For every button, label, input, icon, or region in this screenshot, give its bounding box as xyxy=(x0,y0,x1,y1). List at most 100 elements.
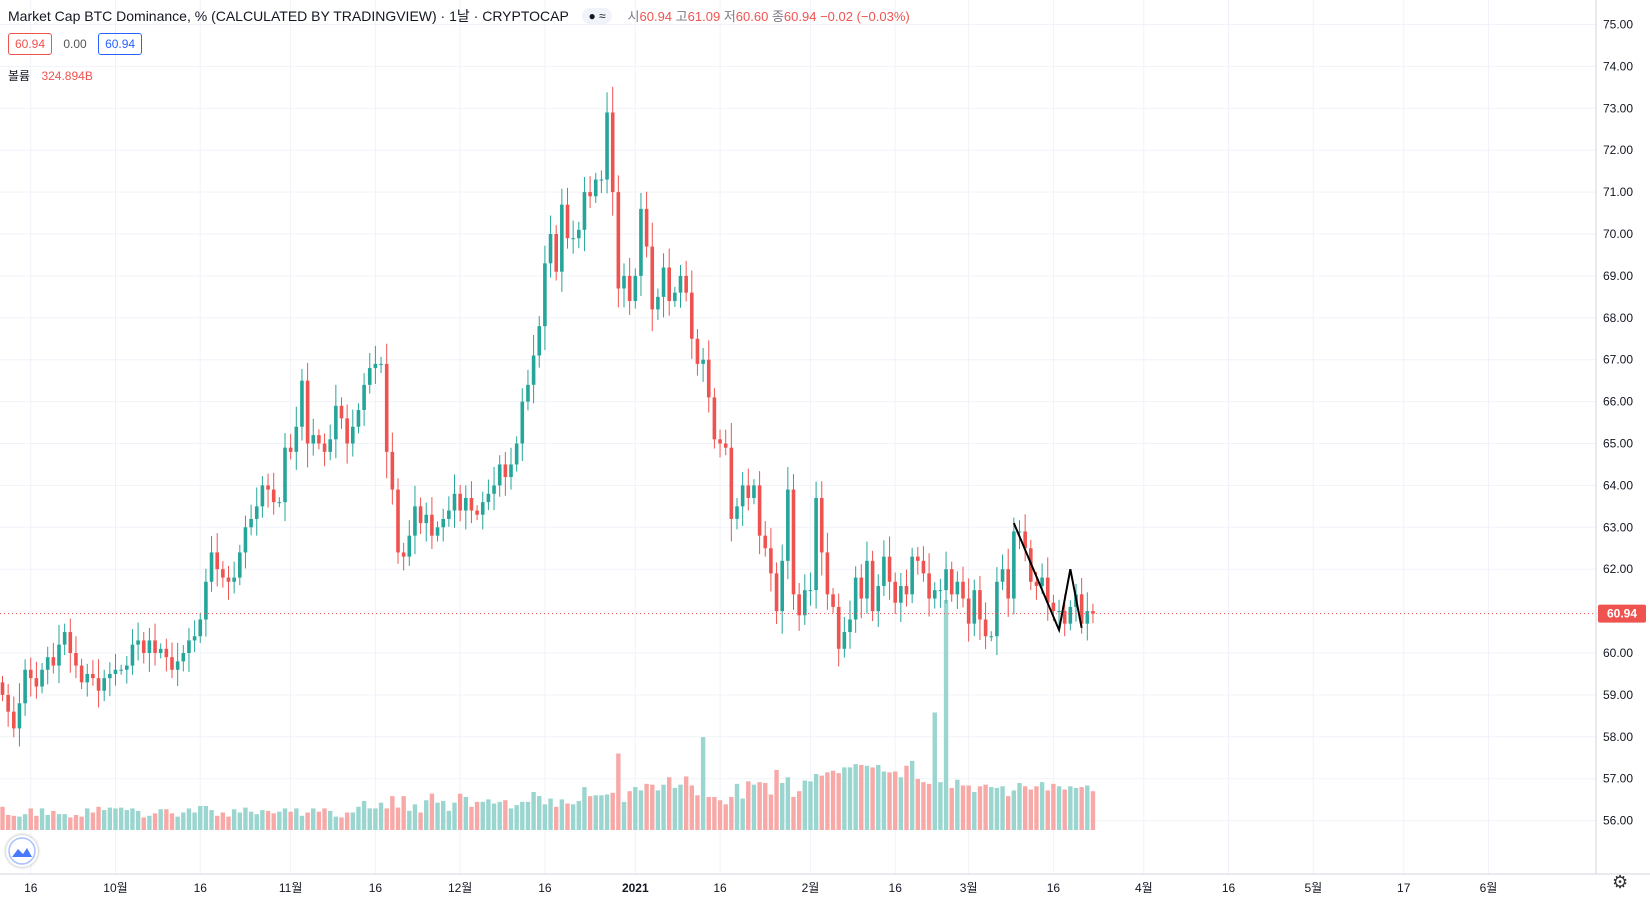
volume-bar xyxy=(780,783,785,830)
candle-body xyxy=(91,673,95,679)
volume-bar xyxy=(599,795,604,830)
volume-bar xyxy=(390,796,395,830)
candle-body xyxy=(147,640,152,653)
candle-body xyxy=(887,556,892,582)
price-tick-label: 72.00 xyxy=(1603,143,1633,157)
volume-bar xyxy=(830,770,836,830)
volume-bar xyxy=(774,769,779,830)
volume-bar xyxy=(85,808,90,830)
candle-body xyxy=(916,556,920,561)
candle-body xyxy=(735,506,739,519)
sell-button[interactable]: 60.94 xyxy=(8,33,53,55)
volume-bar xyxy=(192,812,197,830)
volume-bar xyxy=(503,800,508,830)
candle-body xyxy=(899,585,903,603)
candle-body xyxy=(554,234,558,272)
candle-body xyxy=(927,573,931,599)
candle-body xyxy=(328,439,332,452)
volume-bar xyxy=(203,805,209,830)
volume-bar xyxy=(497,801,502,830)
status-toggle-icon[interactable]: ● ≈ xyxy=(582,8,612,24)
volume-bar xyxy=(113,808,118,830)
price-axis[interactable]: 56.0057.0058.0059.0060.0061.0062.0063.00… xyxy=(1603,18,1633,828)
price-tick-label: 65.00 xyxy=(1603,437,1633,451)
volume-bar xyxy=(926,783,932,830)
last-price-label: 60.94 xyxy=(1607,607,1637,621)
volume-bar xyxy=(1085,785,1090,830)
volume-bar xyxy=(316,811,322,830)
candle-body xyxy=(266,485,270,490)
volume-bar xyxy=(531,792,536,830)
candle-body xyxy=(209,552,214,582)
symbol-legend[interactable]: Market Cap BTC Dominance, % (CALCULATED … xyxy=(8,6,910,26)
volume-bar xyxy=(672,787,678,830)
candle-body xyxy=(780,560,784,612)
candle-body xyxy=(413,506,417,536)
candle-body xyxy=(0,682,5,695)
tradingview-logo-icon[interactable] xyxy=(6,835,38,867)
candle-body xyxy=(774,573,779,612)
volume-bar xyxy=(356,806,361,830)
candle-body xyxy=(955,581,960,595)
volume-bar xyxy=(768,794,774,830)
time-axis[interactable]: 16 10월 16 11월 16 12월 16 2021 16 2월 16 3월 16 4월 16 5월 17 6… xyxy=(24,881,1497,895)
candle-body xyxy=(690,292,694,339)
gear-icon[interactable]: ⚙ xyxy=(1612,872,1629,892)
candle-body xyxy=(232,577,236,582)
volume-bar xyxy=(361,801,367,830)
volume-bar xyxy=(299,815,305,830)
candle-body xyxy=(825,552,830,595)
volume-bar xyxy=(977,786,983,830)
candle-body xyxy=(786,489,790,561)
volume-bar xyxy=(650,784,655,830)
candle-body xyxy=(565,204,570,239)
candle-body xyxy=(729,447,734,519)
candle-body xyxy=(175,661,180,670)
candle-body xyxy=(362,384,366,410)
volume-bar xyxy=(305,812,310,830)
volume-bar xyxy=(638,790,644,830)
volume-bar xyxy=(932,712,937,830)
candle-body xyxy=(989,636,994,638)
buy-button[interactable]: 60.94 xyxy=(98,33,143,55)
drawn-trend-line[interactable] xyxy=(1012,522,1083,634)
grid-lines xyxy=(0,0,1596,874)
volume-bars xyxy=(0,600,1096,830)
candlesticks[interactable] xyxy=(0,86,1095,747)
candle-body xyxy=(334,405,338,440)
volume-bar xyxy=(124,810,129,830)
candle-body xyxy=(1023,531,1027,549)
volume-legend[interactable]: 볼륨 324.894B xyxy=(8,67,93,84)
candle-body xyxy=(769,548,773,574)
candle-body xyxy=(198,619,203,637)
volume-bar xyxy=(667,777,672,830)
symbol-title[interactable]: Market Cap BTC Dominance, % (CALCULATED … xyxy=(8,8,569,24)
volume-bar xyxy=(700,737,706,830)
volume-bar xyxy=(491,803,497,830)
volume-bar xyxy=(537,796,542,830)
candle-body xyxy=(28,669,33,679)
candle-body xyxy=(650,246,655,310)
volume-bar xyxy=(135,810,141,830)
candle-body xyxy=(464,497,468,511)
volume-bar xyxy=(717,800,723,830)
candle-body xyxy=(62,632,67,645)
time-tick-label: 16 xyxy=(1047,881,1061,895)
volume-bar xyxy=(1011,790,1017,830)
volume-bar xyxy=(339,817,344,830)
candle-body xyxy=(910,556,914,595)
candle-body xyxy=(384,363,389,452)
candle-body xyxy=(367,368,372,385)
volume-bar xyxy=(813,773,819,830)
candle-body xyxy=(85,673,90,683)
volume-bar xyxy=(373,808,378,830)
candle-body xyxy=(356,409,361,427)
candle-body xyxy=(949,569,954,595)
volume-bar xyxy=(401,796,406,830)
candle-body xyxy=(119,669,123,671)
candle-body xyxy=(396,489,400,553)
candle-body xyxy=(548,234,553,264)
candle-body xyxy=(978,590,982,620)
candle-body xyxy=(192,636,197,641)
